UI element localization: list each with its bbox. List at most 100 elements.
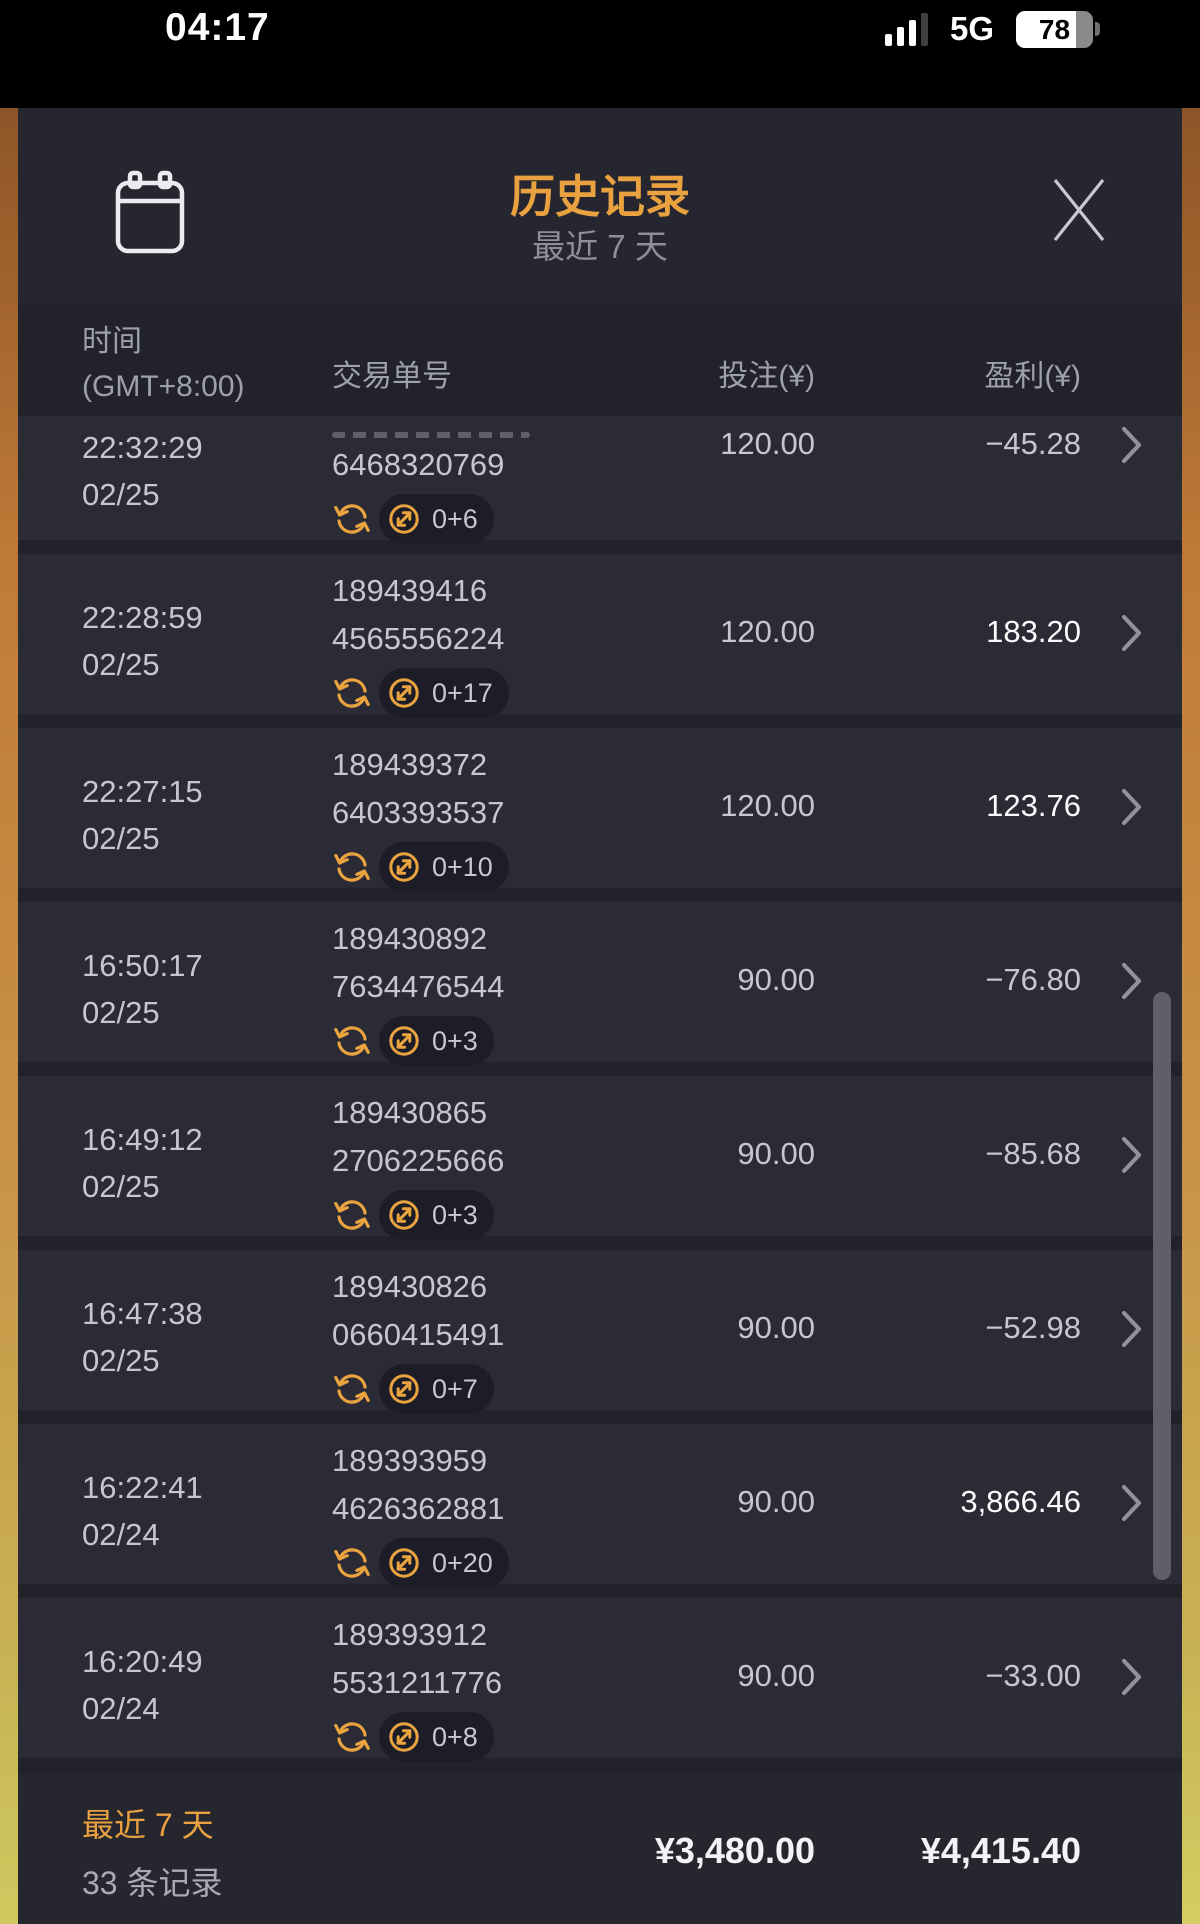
row-bet-amount: 90.00 [737,962,815,997]
row-badges: 0+3 [332,1016,638,1066]
score-badge-text: 0+8 [432,1721,478,1752]
row-order-id: 0660415491 [332,1317,505,1352]
page-title: 历史记录 [509,171,690,222]
summary-total-bet: ¥3,480.00 [654,1830,815,1871]
status-bar: 04:17 5G 78 [0,0,1200,108]
swap-arrows-icon [384,1195,424,1235]
calendar-button[interactable] [113,170,187,256]
chevron-right-icon[interactable] [1081,554,1182,718]
table-row[interactable]: 22:32:29 02/25 6468320769 [18,416,1182,544]
refresh-icon [332,1717,372,1757]
page-subtitle: 最近 7 天 [532,228,668,265]
row-order-id: 2706225666 [332,1143,505,1178]
row-order-id: 7634476544 [332,969,505,1004]
swap-arrows-icon [384,673,424,713]
row-time: 16:50:17 02/25 [18,902,332,1066]
refresh-icon [332,1021,372,1061]
row-order-id-top: 189439372 [332,747,488,782]
row-profit-amount: 183.20 [986,614,1081,649]
table-row[interactable]: 16:49:12 02/25 189430865 2706225666 [18,1076,1182,1240]
chevron-right-icon[interactable] [1081,1424,1182,1588]
summary-footer: 最近 7 天 33 条记录 ¥3,480.00 ¥4,415.40 [18,1774,1182,1924]
score-badge-text: 0+17 [432,677,493,708]
row-date-value: 02/25 [82,477,160,512]
chevron-right-icon[interactable] [1081,416,1182,544]
clipped-id-tips [332,432,530,438]
swap-arrows-icon [384,499,424,539]
table-row[interactable]: 16:50:17 02/25 189430892 7634476544 [18,902,1182,1066]
row-badges: 0+17 [332,668,638,718]
battery-fill [1016,10,1077,48]
signal-bars-icon [880,12,928,46]
score-badge: 0+10 [379,842,509,892]
row-profit-amount: −85.68 [985,1136,1081,1171]
score-badge-text: 0+3 [432,1025,478,1056]
summary-total-profit: ¥4,415.40 [920,1830,1081,1871]
calendar-icon [113,170,187,256]
row-profit-amount: 123.76 [986,788,1081,823]
row-order-id: 5531211776 [332,1665,503,1700]
row-time-value: 16:22:41 [82,1470,203,1505]
row-bet-amount: 90.00 [737,1136,815,1171]
score-badge: 0+20 [379,1538,509,1588]
row-order-id-top: 189393912 [332,1617,488,1652]
background-edge-left [0,108,18,1924]
score-badge: 0+17 [379,668,509,718]
row-date-value: 02/25 [82,995,160,1030]
row-time: 16:49:12 02/25 [18,1076,332,1240]
score-badge: 0+6 [379,494,494,544]
row-time-value: 16:49:12 [82,1122,203,1157]
row-badges: 0+8 [332,1712,638,1762]
swap-arrows-icon [384,1021,424,1061]
row-time: 22:28:59 02/25 [18,554,332,718]
row-order: 189439372 6403393537 [332,728,638,892]
close-button[interactable] [1050,170,1110,250]
row-bet-amount: 120.00 [720,788,815,823]
table-row[interactable]: 16:47:38 02/25 189430826 0660415491 [18,1250,1182,1414]
table-row[interactable]: 16:20:49 02/24 189393912 5531211776 [18,1598,1182,1762]
row-order-id-top: 189393959 [332,1443,488,1478]
row-order-id: 6403393537 [332,795,505,830]
chevron-right-icon[interactable] [1081,1076,1182,1240]
chevron-right-icon[interactable] [1081,1598,1182,1762]
col-header-order: 交易单号 [332,360,452,393]
row-badges: 0+6 [332,494,638,544]
title-bar: 历史记录 最近 7 天 [18,108,1182,305]
refresh-icon [332,1369,372,1409]
table-row[interactable]: 22:28:59 02/25 189439416 4565556224 [18,554,1182,718]
row-order-id-top: 189430865 [332,1095,488,1130]
row-order-id: 6468320769 [332,447,505,482]
col-header-time: 时间 (GMT+8:00) [82,325,245,403]
score-badge-text: 0+7 [432,1373,478,1404]
scrollbar-thumb[interactable] [1153,992,1171,1580]
row-date-value: 02/25 [82,821,160,856]
row-bet-amount: 90.00 [737,1658,815,1693]
row-time: 16:20:49 02/24 [18,1598,332,1762]
refresh-icon [332,847,372,887]
row-bet-amount: 90.00 [737,1310,815,1345]
score-badge-text: 0+20 [432,1547,493,1578]
refresh-icon [332,673,372,713]
swap-arrows-icon [384,847,424,887]
row-time-value: 22:32:29 [82,430,203,465]
row-order: 189439416 4565556224 [332,554,638,718]
row-time-value: 16:20:49 [82,1644,203,1679]
table-row[interactable]: 22:27:15 02/25 189439372 6403393537 [18,728,1182,892]
swap-arrows-icon [384,1369,424,1409]
summary-count-label: 33 条记录 [82,1865,223,1901]
score-badge: 0+8 [379,1712,494,1762]
network-type-label: 5G [949,10,994,47]
chevron-right-icon[interactable] [1081,1250,1182,1414]
row-order: 189430892 7634476544 [332,902,638,1066]
history-panel: 历史记录 最近 7 天 时间 (GMT+8:00) 交易单号 投注(¥) 盈利(… [18,108,1182,1924]
row-time-value: 22:28:59 [82,600,203,635]
row-bet-amount: 90.00 [737,1484,815,1519]
row-badges: 0+10 [332,842,638,892]
row-order-id-top: 189430892 [332,921,488,956]
table-row[interactable]: 16:22:41 02/24 189393959 4626362881 [18,1424,1182,1588]
refresh-icon [332,499,372,539]
row-date-value: 02/25 [82,1169,160,1204]
chevron-right-icon[interactable] [1081,902,1182,1066]
battery-nub [1095,22,1100,36]
chevron-right-icon[interactable] [1081,728,1182,892]
